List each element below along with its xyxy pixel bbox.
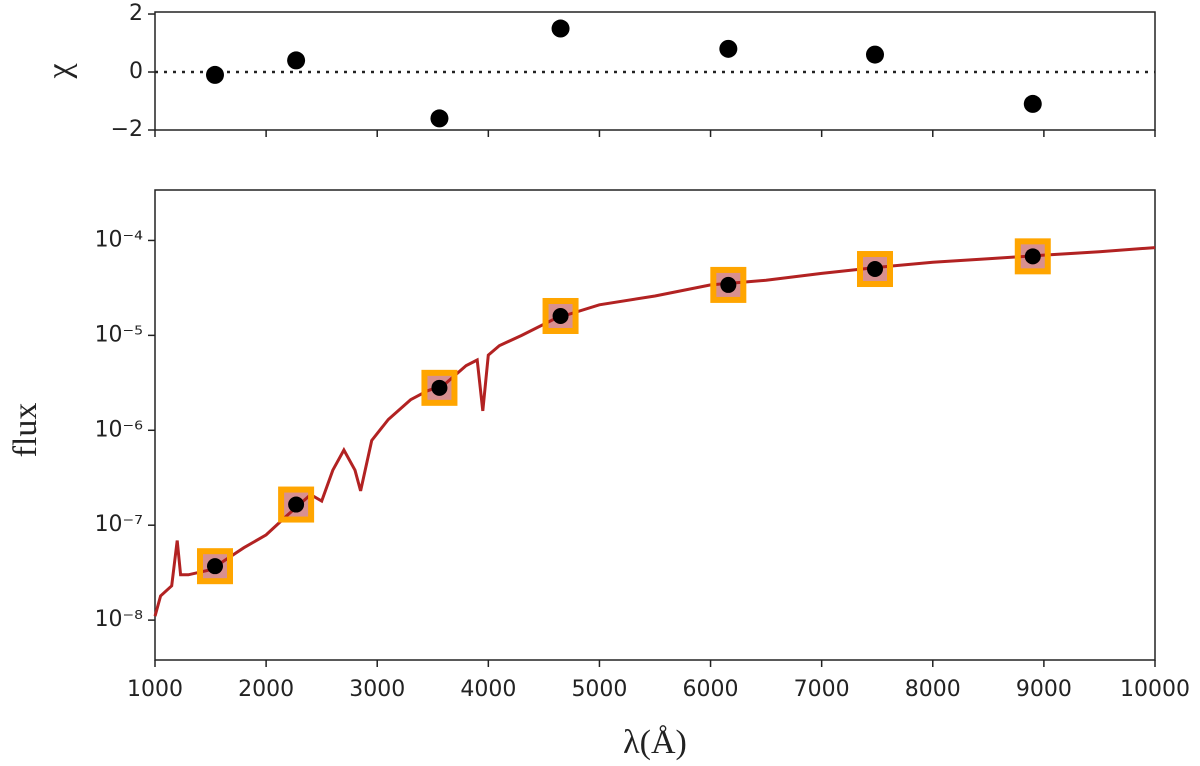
observed-photometry — [552, 307, 569, 324]
residual-point — [551, 19, 570, 38]
observed-photometry — [431, 379, 448, 396]
residual-point — [866, 45, 884, 64]
y-tick-label: 10⁻⁸ — [95, 607, 144, 632]
y-tick-label: 0 — [129, 59, 143, 84]
x-axis-label: λ(Å) — [623, 724, 687, 761]
residual-point — [430, 109, 449, 128]
model-spectrum — [153, 246, 1156, 617]
y-axis-label: χ — [41, 63, 78, 79]
x-tick-label: 8000 — [905, 677, 961, 702]
residual-point — [1023, 94, 1042, 113]
x-tick-label: 9000 — [1016, 677, 1072, 702]
x-tick-label: 4000 — [460, 677, 516, 702]
observed-photometry — [288, 496, 305, 513]
x-tick-label: 1000 — [127, 677, 183, 702]
plot-frame — [154, 189, 1156, 661]
x-tick-label: 7000 — [794, 677, 850, 702]
residual-point — [206, 65, 224, 84]
x-tick-label: 10000 — [1120, 677, 1190, 702]
observed-photometry — [720, 276, 737, 293]
y-tick-label: −2 — [111, 117, 143, 142]
y-tick-label: 10⁻⁶ — [95, 417, 144, 442]
x-tick-label: 3000 — [349, 677, 405, 702]
residual-point — [719, 39, 738, 58]
x-tick-label: 6000 — [683, 677, 739, 702]
y-tick-label: 10⁻⁴ — [95, 227, 144, 252]
y-axis-label: flux — [7, 403, 44, 458]
plot-frame — [154, 11, 1156, 131]
y-tick-label: 10⁻⁷ — [95, 512, 143, 537]
y-tick-label: 10⁻⁵ — [95, 322, 143, 347]
observed-photometry — [1024, 248, 1041, 265]
y-tick-label: 2 — [129, 1, 143, 26]
observed-photometry — [207, 558, 223, 575]
x-tick-label: 2000 — [238, 677, 294, 702]
model-photometry — [542, 297, 579, 334]
observed-photometry — [867, 261, 883, 278]
x-tick-label: 5000 — [571, 677, 627, 702]
model-photometry — [421, 369, 458, 406]
residual-point — [287, 51, 306, 70]
